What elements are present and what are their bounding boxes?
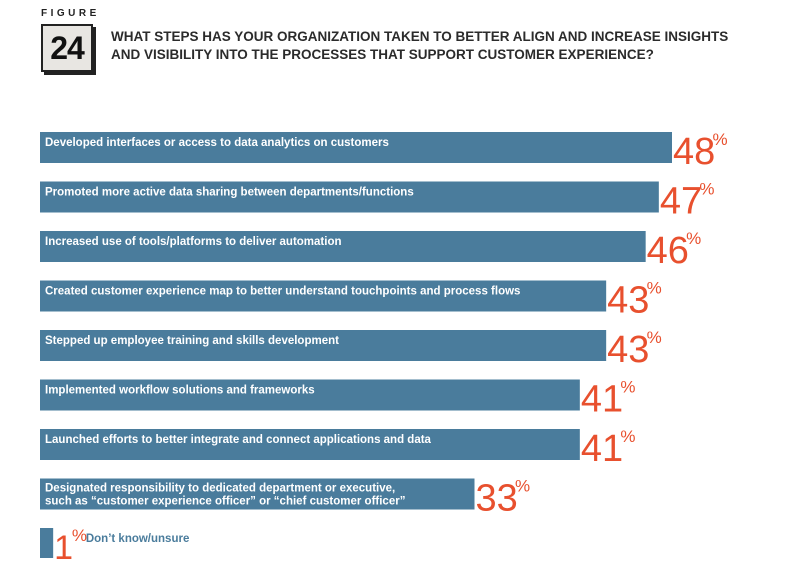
value-label: 48 <box>673 131 715 173</box>
bar-row: Designated responsibility to dedicated d… <box>40 477 530 520</box>
value-label: 43 <box>607 280 649 322</box>
bar <box>40 478 475 510</box>
bar-row: Developed interfaces or access to data a… <box>40 130 728 173</box>
bar-row: Launched efforts to better integrate and… <box>40 427 635 470</box>
bar-label-line: Designated responsibility to dedicated d… <box>45 483 395 495</box>
value-label: 41 <box>581 428 623 470</box>
percent-sign: % <box>647 328 662 347</box>
percent-sign: % <box>699 180 714 199</box>
bar-row: Promoted more active data sharing betwee… <box>40 180 714 223</box>
percent-sign: % <box>515 477 530 496</box>
bar-label-line: Developed interfaces or access to data a… <box>45 137 389 149</box>
percent-sign: % <box>620 378 635 397</box>
bar-label-line: Stepped up employee training and skills … <box>45 335 339 347</box>
bar-label: Created customer experience map to bette… <box>45 286 520 298</box>
bar <box>40 231 646 262</box>
figure-number: 24 <box>50 29 85 66</box>
bar-row: Implemented workflow solutions and frame… <box>40 378 635 421</box>
bar <box>40 528 54 558</box>
figure-label: FIGURE <box>41 8 100 19</box>
bar <box>40 429 580 460</box>
bar <box>40 280 607 312</box>
value-label: 43 <box>607 329 649 371</box>
bar-row: Increased use of tools/platforms to deli… <box>40 229 701 272</box>
percent-sign: % <box>72 526 87 545</box>
value-label: 41 <box>581 379 623 421</box>
bar <box>40 132 672 163</box>
percent-sign: % <box>713 130 728 149</box>
percent-sign: % <box>620 427 635 446</box>
bar-label-line: Implemented workflow solutions and frame… <box>45 385 315 397</box>
bar-label: Developed interfaces or access to data a… <box>45 137 389 149</box>
bar-label-line: Created customer experience map to bette… <box>45 286 520 298</box>
bar <box>40 379 580 411</box>
bar-label-line: Launched efforts to better integrate and… <box>45 434 432 446</box>
bar-label-line: such as “customer experience officer” or… <box>45 496 405 508</box>
bar-label: Stepped up employee training and skills … <box>45 335 339 347</box>
percent-sign: % <box>686 229 701 248</box>
value-label: 47 <box>660 181 702 223</box>
bar-label-line: Increased use of tools/platforms to deli… <box>45 236 342 248</box>
bar <box>40 330 607 361</box>
bar-label: Promoted more active data sharing betwee… <box>45 187 414 199</box>
value-label: 1 <box>54 529 73 567</box>
bar-label: Don’t know/unsure <box>86 533 190 545</box>
figure-number-box: 24 <box>41 24 93 72</box>
value-label: 46 <box>647 230 689 272</box>
bar-label: Implemented workflow solutions and frame… <box>45 385 315 397</box>
chart-title: WHAT STEPS HAS YOUR ORGANIZATION TAKEN T… <box>111 29 729 62</box>
bar <box>40 181 659 213</box>
bar-label: Designated responsibility to dedicated d… <box>45 483 405 508</box>
bar-row: Stepped up employee training and skills … <box>40 328 662 371</box>
bar-label-line: Promoted more active data sharing betwee… <box>45 187 414 199</box>
value-label: 33 <box>476 478 518 520</box>
bar-label: Launched efforts to better integrate and… <box>45 434 432 446</box>
bar-label: Increased use of tools/platforms to deli… <box>45 236 342 248</box>
bar-row: Created customer experience map to bette… <box>40 279 662 322</box>
bar-row: 1%Don’t know/unsure <box>40 526 189 567</box>
percent-sign: % <box>647 279 662 298</box>
